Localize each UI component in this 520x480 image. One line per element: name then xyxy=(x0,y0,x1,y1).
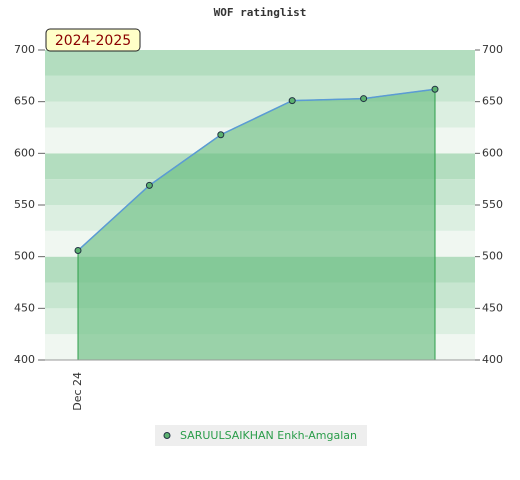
y2-tick-label: 450 xyxy=(482,301,503,314)
chart-title: WOF ratinglist xyxy=(214,6,307,19)
marker xyxy=(431,85,439,93)
badge-box xyxy=(45,28,141,52)
y2-tick-label: 500 xyxy=(482,250,503,263)
x-tick-label: Dec 24 xyxy=(71,372,84,411)
line xyxy=(77,88,436,252)
y-tick-label: 400 xyxy=(14,353,35,366)
y-tick-label: 700 xyxy=(14,43,35,56)
band xyxy=(45,50,475,76)
y-tick-label: 450 xyxy=(14,301,35,314)
y-tick-label: 500 xyxy=(14,250,35,263)
legend-marker xyxy=(163,432,171,439)
y2-tick-label: 700 xyxy=(482,43,503,56)
y2-tick-label: 550 xyxy=(482,198,503,211)
y2-tick-label: 400 xyxy=(482,353,503,366)
y2-tick-label: 600 xyxy=(482,146,503,159)
marker xyxy=(145,181,153,189)
badge: 2024-2025 xyxy=(55,33,131,49)
y2-tick-label: 650 xyxy=(482,95,503,108)
marker xyxy=(360,95,368,103)
legend-label: SARUULSAIKHAN Enkh-Amgalan xyxy=(180,429,357,442)
marker xyxy=(217,131,225,139)
y-tick-label: 600 xyxy=(14,146,35,159)
marker xyxy=(74,246,82,254)
y-tick-label: 550 xyxy=(14,198,35,211)
marker xyxy=(288,97,296,105)
legend-box xyxy=(155,425,367,446)
y-tick-label: 650 xyxy=(14,95,35,108)
